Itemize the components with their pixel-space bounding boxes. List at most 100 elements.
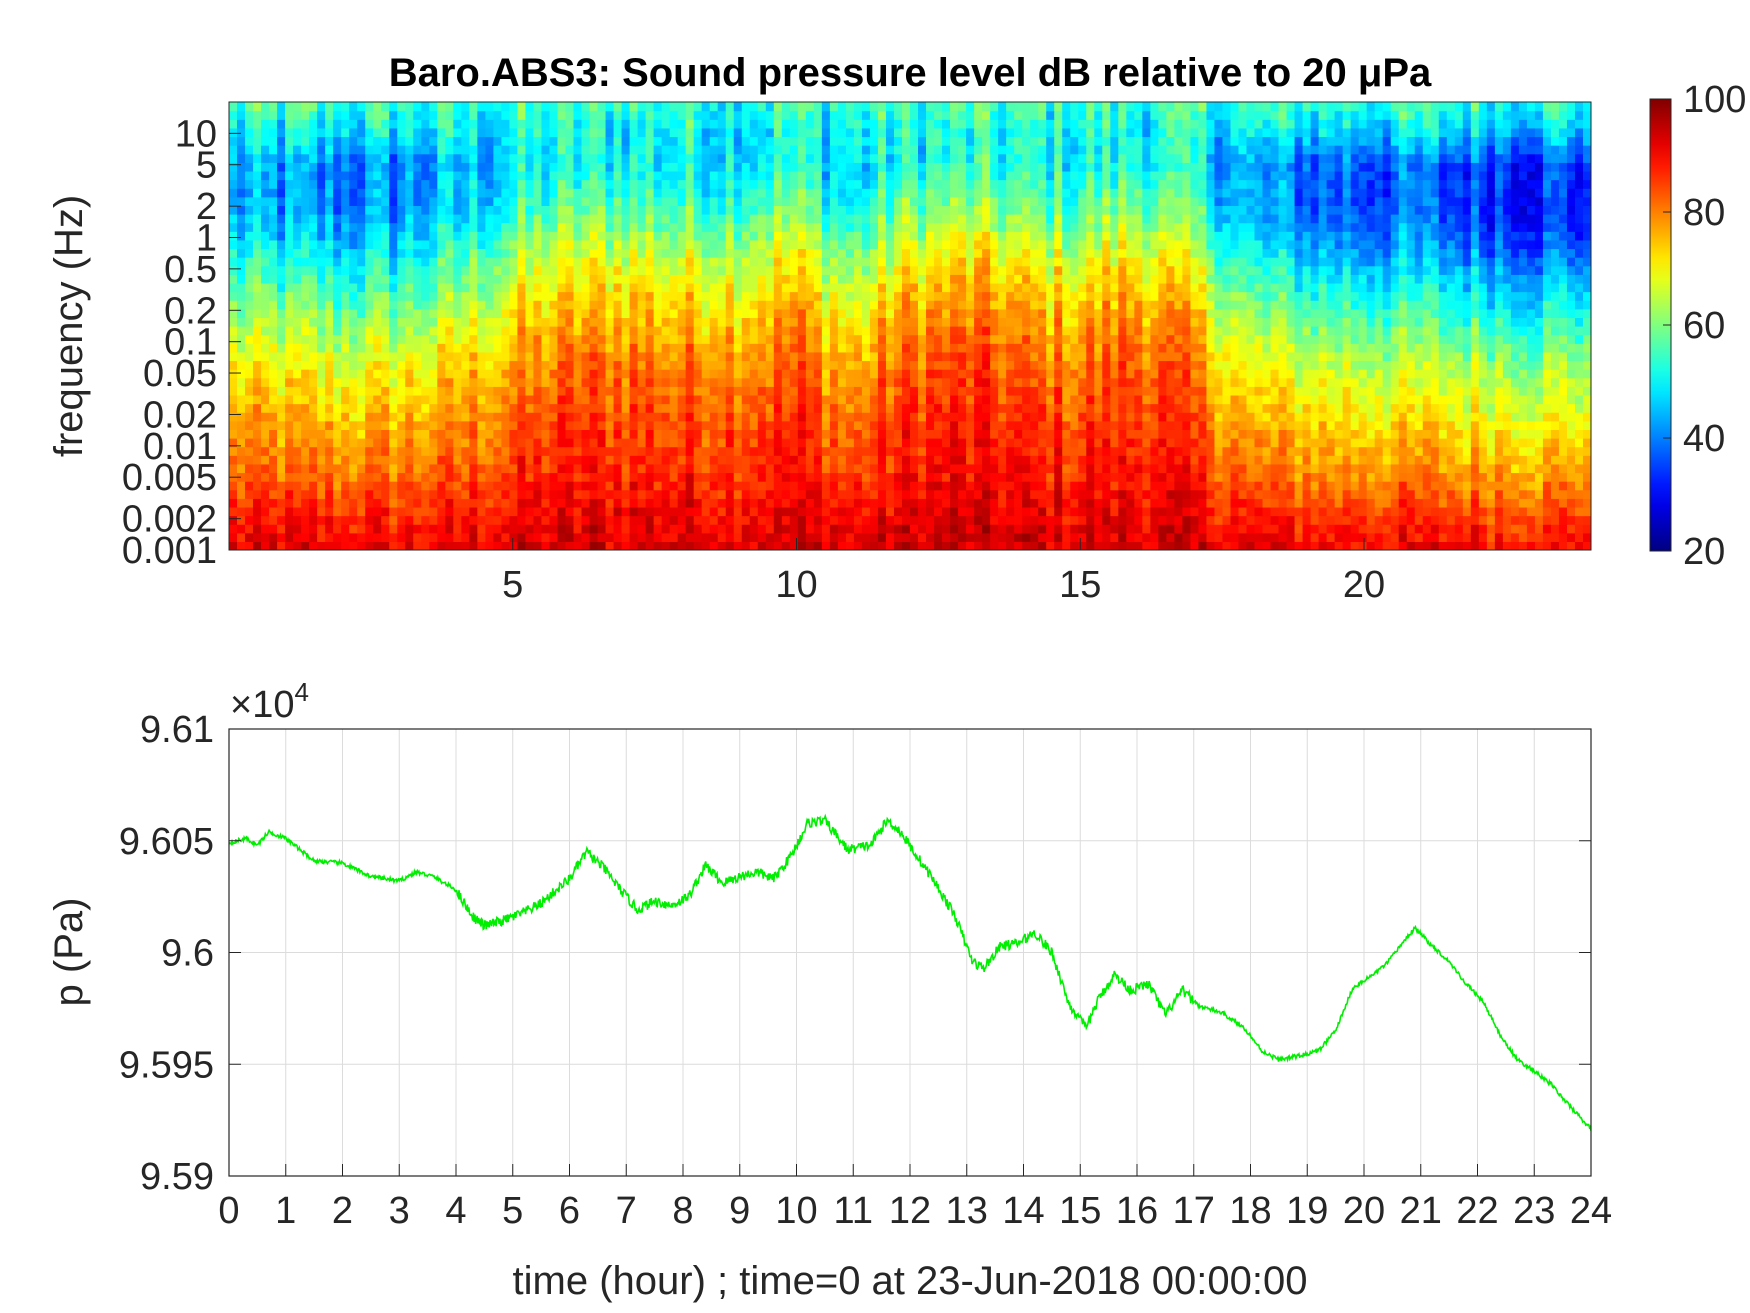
spectrogram-cell xyxy=(1358,326,1368,336)
spectrogram-cell xyxy=(1342,386,1352,396)
spectrogram-cell xyxy=(1430,317,1440,327)
spectrogram-cell xyxy=(381,472,390,482)
spectrogram-cell xyxy=(1054,326,1063,336)
spectrogram-cell xyxy=(1342,326,1352,336)
spectrogram-cell xyxy=(1110,351,1119,362)
spectrogram-cell xyxy=(1102,541,1111,550)
spectrogram-cell xyxy=(773,351,783,362)
spectrogram-cell xyxy=(733,369,743,379)
spectrogram-cell xyxy=(1414,317,1424,327)
spectrogram-cell xyxy=(877,300,887,310)
spectrogram-cell xyxy=(1214,489,1224,499)
spectrogram-cell xyxy=(621,481,631,491)
spectrogram-cell xyxy=(1526,369,1536,379)
spectrogram-cell xyxy=(1374,515,1384,525)
spectrogram-cell xyxy=(877,515,887,525)
spectrogram-cell xyxy=(1326,326,1336,336)
spectrogram-cell xyxy=(629,394,639,405)
spectrogram-cell xyxy=(477,481,486,491)
spectrogram-cell xyxy=(1534,541,1544,550)
spectrogram-cell xyxy=(581,489,591,499)
spectrogram-cell xyxy=(1358,343,1368,353)
spectrogram-cell xyxy=(349,351,358,362)
spectrogram-cell xyxy=(1310,429,1320,439)
spectrogram-cell xyxy=(901,377,911,387)
spectrogram-cell xyxy=(1126,369,1135,379)
spectrogram-cell xyxy=(1558,386,1568,396)
spectrogram-cell xyxy=(541,360,551,370)
spectrogram-cell xyxy=(541,498,551,508)
spectrogram-cell xyxy=(1518,334,1528,344)
spectrogram-cell xyxy=(1486,498,1496,508)
spectrogram-cell xyxy=(1198,403,1208,413)
spectrogram-cell xyxy=(1014,515,1023,525)
spectrogram-cell xyxy=(629,472,639,482)
spectrogram-cell xyxy=(974,317,983,327)
spectrogram-cell xyxy=(261,343,270,353)
spectrogram-cell xyxy=(1174,481,1183,491)
spectrogram-cell xyxy=(1566,515,1576,525)
spectrogram-cell xyxy=(717,463,727,474)
spectrogram-cell xyxy=(613,481,623,491)
spectrogram-cell xyxy=(1158,438,1167,448)
spectrogram-cell xyxy=(1582,481,1591,491)
spectrogram-cell xyxy=(966,403,975,413)
spectrogram-cell xyxy=(1222,515,1232,525)
spectrogram-cell xyxy=(1318,394,1328,405)
spectrogram-cell xyxy=(1022,446,1031,456)
spectrogram-cell xyxy=(485,541,494,550)
spectrogram-cell xyxy=(525,317,535,327)
spectrogram-cell xyxy=(1238,420,1248,430)
spectrogram-cell xyxy=(877,506,887,517)
spectrogram-cell xyxy=(1022,386,1031,396)
spectrogram-cell xyxy=(605,506,615,517)
spectrogram-cell xyxy=(1278,446,1288,456)
spectrogram-cell xyxy=(1286,438,1296,448)
spectrogram-cell xyxy=(349,412,358,422)
spectrogram-cell xyxy=(341,291,350,301)
spectrogram-cell xyxy=(461,438,470,448)
spectrogram-cell xyxy=(1334,429,1344,439)
spectrogram-cell xyxy=(285,403,294,413)
spectrogram-cell xyxy=(717,506,727,517)
spectrogram-cell xyxy=(1054,498,1063,508)
spectrogram-cell xyxy=(501,524,511,534)
spectrogram-cell xyxy=(653,412,663,422)
spectrogram-cell xyxy=(1326,472,1336,482)
spectrogram-cell xyxy=(1358,472,1368,482)
spectrogram-cell xyxy=(261,515,270,525)
spectrogram-cell xyxy=(333,369,342,379)
spectrogram-cell xyxy=(621,317,631,327)
spectrogram-cell xyxy=(485,386,494,396)
spectrogram-cell xyxy=(757,429,767,439)
spectrogram-cell xyxy=(549,481,559,491)
spectrogram-cell xyxy=(349,506,358,517)
spectrogram-cell xyxy=(1278,360,1288,370)
spectrogram-cell xyxy=(733,334,743,344)
spectrogram-cell xyxy=(877,438,887,448)
spectrogram-cell xyxy=(1246,420,1256,430)
spectrogram-cell xyxy=(1398,532,1408,542)
spectrogram-cell xyxy=(1502,429,1512,439)
spectrogram-cell xyxy=(525,489,535,499)
spectrogram-cell xyxy=(1558,351,1568,362)
spectrogram-cell xyxy=(829,429,839,439)
spectrogram-cell xyxy=(1174,343,1183,353)
spectrogram-cell xyxy=(1326,343,1336,353)
spectrogram-cell xyxy=(717,412,727,422)
spectrogram-cell xyxy=(741,438,751,448)
spectrogram-cell xyxy=(349,429,358,439)
spectrogram-cell xyxy=(397,386,406,396)
spectrogram-cell xyxy=(365,420,374,430)
spectrogram-cell xyxy=(1486,438,1496,448)
spectrogram-cell xyxy=(637,463,647,474)
spectrogram-cell xyxy=(1142,489,1151,499)
spectrogram-cell xyxy=(1390,343,1400,353)
spectrogram-cell xyxy=(1310,403,1320,413)
spectrogram-cell xyxy=(1094,317,1103,327)
spectrogram-cell xyxy=(1366,351,1376,362)
spectrogram-cell xyxy=(1550,541,1560,550)
spectrogram-cell xyxy=(757,300,767,310)
spectrogram-cell xyxy=(1422,343,1432,353)
spectrogram-cell xyxy=(934,498,943,508)
